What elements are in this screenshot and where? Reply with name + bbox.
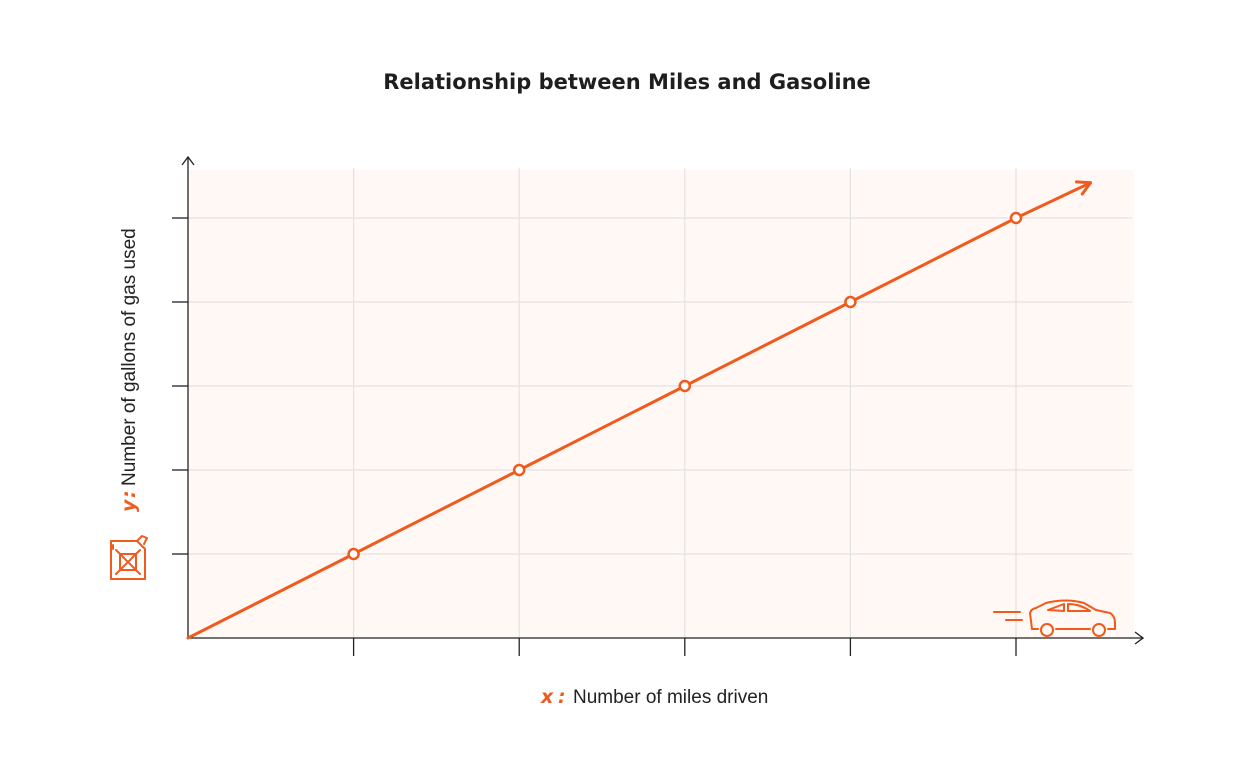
x-axis-arrowhead (1134, 631, 1145, 645)
grid (188, 167, 1132, 638)
x-variable-letter: x (540, 686, 554, 708)
data-point (512, 463, 526, 477)
plot-background (188, 170, 1134, 638)
y-variable-letter: y (118, 498, 140, 512)
y-label-separator: : (118, 490, 140, 498)
data-series (186, 180, 1093, 640)
ticks (172, 217, 1017, 656)
car-icon (993, 599, 1116, 637)
x-axis-label: x : Number of miles driven (540, 686, 768, 708)
data-point (1009, 211, 1023, 225)
data-point (347, 547, 360, 561)
y-axis-arrowhead (181, 155, 195, 166)
x-label-separator: : (558, 686, 566, 708)
axes (181, 155, 1145, 645)
gas-can-icon (110, 535, 148, 580)
y-axis-label-text: Number of gallons of gas used (119, 228, 140, 486)
y-axis-label: y : Number of gallons of gas used (118, 228, 140, 512)
x-axis-label-text: Number of miles driven (573, 687, 768, 708)
data-point (678, 379, 692, 393)
data-point (844, 295, 857, 309)
series-arrowhead (1075, 180, 1093, 196)
chart-title: Relationship between Miles and Gasoline (383, 70, 871, 94)
